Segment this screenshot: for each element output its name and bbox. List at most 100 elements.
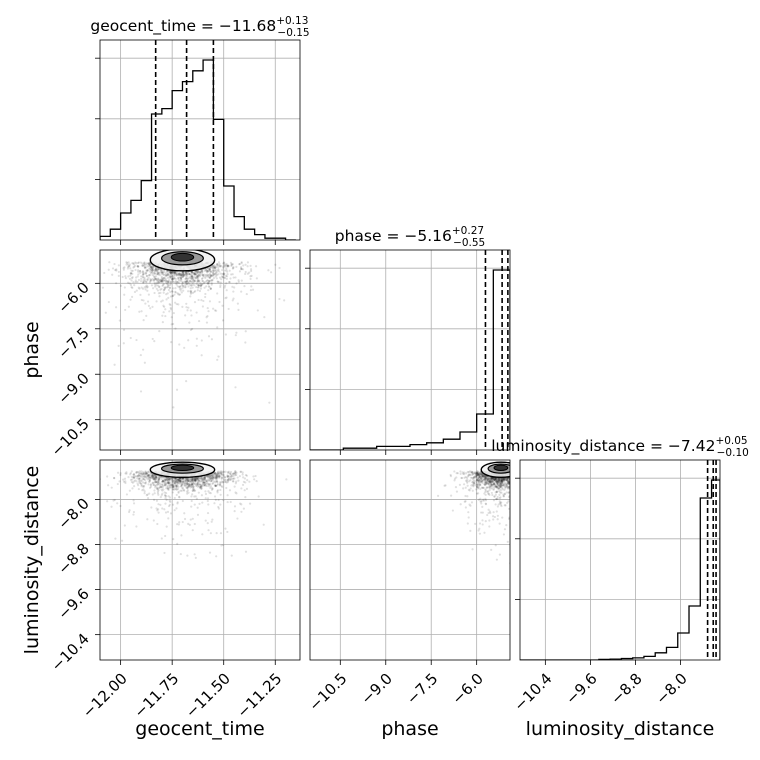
- scatter-point: [137, 477, 140, 480]
- scatter-point: [195, 477, 198, 480]
- scatter-point: [217, 474, 221, 478]
- scatter-point: [471, 483, 474, 486]
- scatter-point: [222, 272, 225, 276]
- scatter-point: [166, 478, 170, 482]
- scatter-point: [166, 273, 169, 276]
- scatter-point: [514, 482, 516, 484]
- scatter-point: [163, 482, 166, 485]
- scatter-point: [138, 473, 141, 476]
- scatter-point: [462, 483, 466, 486]
- scatter-point: [167, 482, 170, 485]
- scatter-point: [249, 264, 252, 267]
- scatter-point: [210, 270, 213, 273]
- scatter-point: [248, 271, 251, 274]
- scatter-point: [521, 474, 523, 476]
- scatter-point: [491, 483, 494, 486]
- scatter-point: [478, 473, 482, 476]
- scatter-point: [493, 482, 496, 485]
- scatter-point: [498, 478, 501, 481]
- scatter-point: [248, 502, 252, 505]
- scatter-point: [188, 276, 191, 279]
- scatter-point: [522, 506, 524, 508]
- scatter-point: [517, 479, 519, 481]
- scatter-point: [183, 481, 186, 484]
- scatter-point: [480, 477, 483, 480]
- scatter-point: [150, 473, 154, 476]
- scatter-point: [225, 267, 228, 270]
- scatter-point: [198, 485, 202, 489]
- scatter-point: [521, 474, 523, 476]
- scatter-point: [226, 475, 229, 478]
- scatter-point: [161, 271, 164, 274]
- scatter-point: [512, 475, 514, 477]
- scatter-point: [161, 314, 164, 317]
- scatter-point: [196, 279, 199, 282]
- scatter-point: [188, 273, 191, 276]
- scatter-point: [189, 479, 192, 482]
- scatter-point: [449, 473, 452, 477]
- scatter-point: [548, 471, 550, 473]
- scatter-point: [237, 279, 240, 282]
- scatter-point: [514, 471, 516, 473]
- scatter-point: [154, 478, 157, 481]
- scatter-point: [484, 520, 487, 523]
- scatter-point: [174, 484, 178, 487]
- scatter-point: [140, 310, 143, 313]
- scatter-point: [140, 472, 143, 475]
- scatter-point: [213, 495, 217, 498]
- scatter-point: [167, 504, 171, 508]
- scatter-point: [198, 502, 201, 506]
- scatter-point: [167, 279, 171, 282]
- scatter-point: [160, 485, 163, 489]
- scatter-point: [246, 478, 249, 482]
- scatter-point: [521, 550, 523, 552]
- scatter-point: [191, 478, 194, 482]
- scatter-point: [513, 476, 515, 478]
- scatter-point: [172, 277, 175, 280]
- scatter-point: [526, 474, 528, 476]
- scatter-point: [143, 261, 146, 264]
- scatter-point: [155, 499, 159, 502]
- scatter-point: [173, 481, 176, 485]
- scatter-point: [511, 480, 513, 482]
- scatter-point: [510, 476, 512, 478]
- scatter-point: [502, 479, 505, 482]
- scatter-point: [489, 487, 492, 490]
- scatter-point: [119, 472, 122, 475]
- scatter-point: [134, 280, 137, 284]
- scatter-point: [165, 479, 168, 482]
- scatter-point: [465, 472, 468, 475]
- scatter-point: [212, 475, 215, 478]
- scatter-point: [467, 488, 470, 491]
- scatter-point: [152, 475, 155, 478]
- scatter-point: [496, 478, 500, 481]
- scatter-point: [197, 284, 200, 287]
- scatter-point: [210, 266, 213, 269]
- scatter-point: [514, 483, 516, 485]
- scatter-point: [478, 522, 482, 525]
- scatter-point: [217, 473, 221, 476]
- scatter-point: [178, 481, 182, 484]
- scatter-point: [469, 479, 472, 482]
- scatter-point: [182, 273, 185, 276]
- scatter-point: [201, 274, 205, 277]
- scatter-point: [131, 478, 134, 481]
- scatter-point: [204, 275, 208, 278]
- scatter-point: [474, 470, 477, 474]
- scatter-point: [233, 505, 237, 508]
- scatter-point: [215, 270, 218, 274]
- scatter-point: [481, 505, 484, 508]
- scatter-point: [451, 509, 454, 512]
- scatter-point: [226, 264, 230, 267]
- scatter-point: [180, 273, 184, 277]
- scatter-point: [154, 480, 157, 484]
- scatter-point: [498, 484, 501, 487]
- scatter-point: [160, 483, 164, 486]
- scatter-point: [233, 477, 236, 480]
- scatter-point: [173, 478, 177, 481]
- scatter-point: [511, 474, 513, 476]
- scatter-point: [171, 274, 174, 278]
- scatter-point: [512, 474, 514, 476]
- scatter-point: [168, 271, 172, 274]
- scatter-point: [194, 270, 197, 273]
